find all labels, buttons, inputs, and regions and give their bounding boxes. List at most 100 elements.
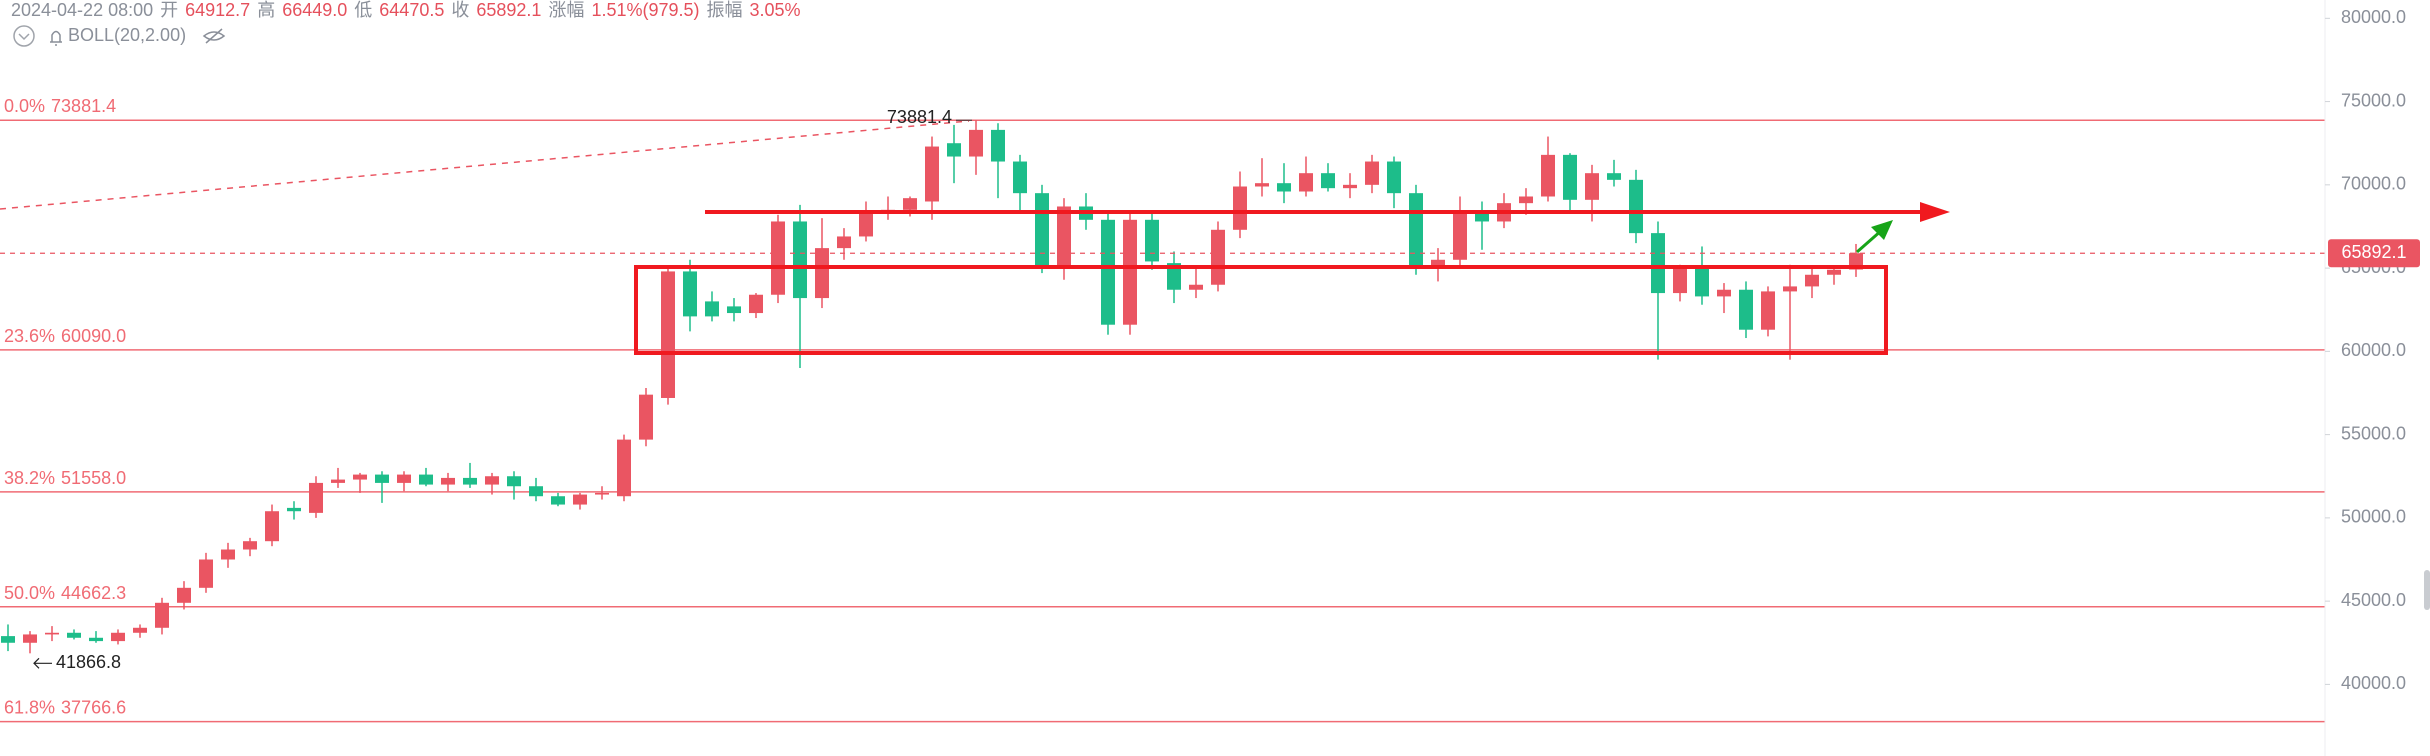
candle-body (1783, 286, 1797, 292)
candle-body (1233, 186, 1247, 230)
fib-percent: 0.0% (4, 96, 45, 116)
fib-percent: 38.2% (4, 468, 55, 488)
candle-body (287, 507, 301, 512)
plot: 0.0% 73881.4 23.6% 60090.0 38.2% 51558.0 50.0%… (0, 96, 2325, 723)
candle-body (661, 271, 675, 398)
indicator-label: BOLL(20,2.00) (68, 25, 186, 45)
stat-label: 低 (354, 0, 372, 20)
candle-body (749, 294, 763, 314)
stat-label: 涨幅 (548, 0, 584, 20)
candle-body (155, 602, 169, 628)
y-tick-label: 40000.0 (2341, 673, 2406, 693)
price-axis: 40000.045000.050000.055000.060000.065000… (2324, 0, 2420, 756)
candle-body (331, 479, 345, 483)
fib-percent: 50.0% (4, 583, 55, 603)
candle-body (353, 474, 367, 480)
candle-body (1299, 173, 1313, 192)
y-tick-label: 45000.0 (2341, 590, 2406, 610)
low-marker-arrow (33, 657, 52, 669)
stat-value: 1.51%(979.5) (591, 0, 699, 20)
stat-label: 收 (451, 0, 469, 20)
candle-body (507, 476, 521, 487)
hide-icon[interactable] (202, 28, 226, 44)
candle-body (221, 549, 235, 560)
fib-value: 73881.4 (51, 96, 116, 116)
fib-label: 38.2% 51558.0 (4, 468, 126, 488)
fib-label: 23.6% 60090.0 (4, 326, 126, 346)
stat-value: 66449.0 (282, 0, 347, 20)
trend-line (0, 120, 970, 210)
candle-body (1585, 173, 1599, 200)
candle-body (375, 474, 389, 483)
y-tick-label: 55000.0 (2341, 423, 2406, 443)
candle-body (1321, 173, 1335, 189)
alert-icon[interactable] (50, 30, 62, 46)
candle-body (837, 236, 851, 249)
candle-body (1145, 219, 1159, 262)
candle-body (397, 474, 411, 483)
candle-body (199, 559, 213, 588)
candle-body (1277, 183, 1291, 192)
candle-body (23, 634, 37, 643)
fib-value: 60090.0 (61, 326, 126, 346)
last-price-label: 65892.1 (2341, 242, 2406, 262)
candle-body (1167, 263, 1181, 290)
candle-body (815, 248, 829, 299)
fib-value: 44662.3 (61, 583, 126, 603)
fib-label: 0.0% 73881.4 (4, 96, 116, 116)
stat-label: 开 (160, 0, 178, 20)
header-line: 2024-04-22 08:00 开 64912.7 高 66449.0 低 64470.5… (11, 0, 801, 20)
candle-body (1607, 173, 1621, 180)
candle-body (903, 198, 917, 210)
fib-percent: 23.6% (4, 326, 55, 346)
fib-value: 37766.6 (61, 697, 126, 717)
last-price-badge (2328, 239, 2420, 268)
candle-body (991, 129, 1005, 162)
stat-value: 64912.7 (185, 0, 250, 20)
candle-body (1519, 196, 1533, 204)
candle-body (1695, 266, 1709, 297)
candle-body (1013, 161, 1027, 194)
candle-body (1123, 219, 1137, 325)
stat-label: 高 (257, 0, 275, 20)
candle-body (111, 632, 125, 642)
arrow-head (1920, 202, 1950, 222)
fib-value: 51558.0 (61, 468, 126, 488)
candle-body (1431, 259, 1445, 269)
fib-percent: 61.8% (4, 697, 55, 717)
candle-body (485, 476, 499, 485)
candle-body (1563, 154, 1577, 200)
y-tick-label: 75000.0 (2341, 90, 2406, 110)
candle-body (639, 394, 653, 440)
collapse-icon (18, 33, 30, 41)
candle-body (969, 129, 983, 157)
candle-body (89, 637, 103, 642)
header: 2024-04-22 08:00 开 64912.7 高 66449.0 低 64470.5… (11, 0, 801, 20)
high-marker-label: 73881.4 (887, 107, 952, 127)
candle-body (1343, 184, 1357, 189)
stat-value: 64470.5 (379, 0, 444, 20)
candle-body (1387, 161, 1401, 194)
candle-body (859, 213, 873, 237)
candle-body (1101, 219, 1115, 325)
stat-label: 振幅 (707, 0, 743, 20)
candle-body (573, 494, 587, 505)
scroll-handle[interactable] (2424, 570, 2430, 610)
candle-body (1365, 161, 1379, 185)
candle-body (309, 482, 323, 513)
y-tick-label: 80000.0 (2341, 7, 2406, 27)
candle-body (1717, 289, 1731, 297)
collapse-button[interactable] (13, 25, 35, 47)
candle-body (1827, 269, 1841, 275)
fib-label: 50.0% 44662.3 (4, 583, 126, 603)
candle-body (133, 627, 147, 633)
candle-body (67, 632, 81, 638)
breakout-arrow-head (1871, 220, 1893, 240)
candle-body (1, 636, 15, 643)
candle-body (45, 632, 59, 635)
candle-body (1541, 154, 1555, 197)
stat-value: 65892.1 (476, 0, 541, 20)
candle-body (529, 486, 543, 497)
candle-body (683, 271, 697, 317)
